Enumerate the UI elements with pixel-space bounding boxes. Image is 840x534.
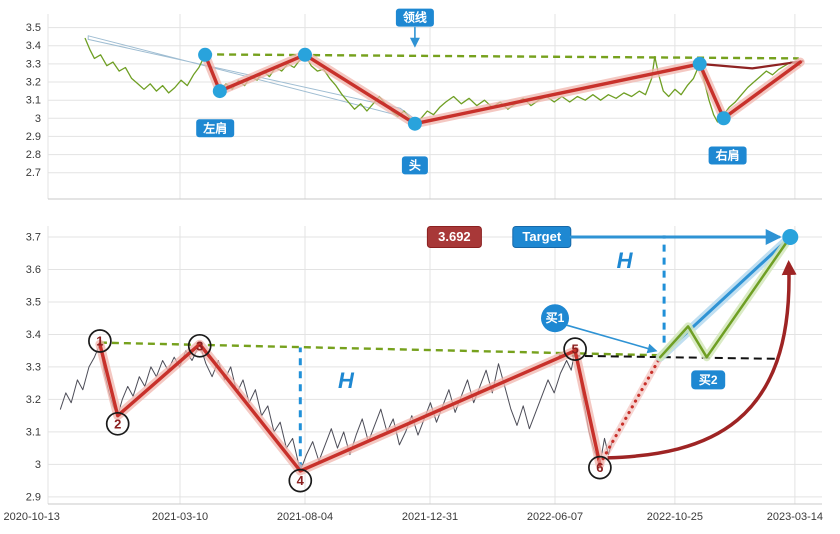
downtrend-wedge	[87, 35, 417, 121]
x-tick-label: 2021-03-10	[152, 511, 208, 523]
price-line	[59, 343, 613, 472]
y-tick-label: 3.3	[26, 58, 41, 70]
y-tick-label: 3.4	[26, 40, 41, 52]
y-tick-label: 3.1	[26, 426, 41, 438]
height-label-right: H	[617, 248, 634, 273]
pattern-zigzag-glow	[95, 339, 605, 476]
target-label-text: Target	[522, 229, 561, 244]
y-tick-label: 2.9	[26, 491, 41, 503]
y-tick-label: 3.4	[26, 329, 41, 341]
pivot-marker-circle	[187, 333, 212, 358]
pivot-marker-number: 4	[297, 473, 305, 488]
pivot-marker-circle	[288, 468, 313, 493]
x-tick-label: 2022-10-25	[647, 511, 703, 523]
pivot-marker-number: 6	[596, 460, 603, 475]
y-tick-label: 3.3	[26, 361, 41, 373]
height-label-left: H	[338, 368, 355, 393]
y-tick-label: 3.1	[26, 95, 41, 107]
label-head-text: 头	[409, 157, 421, 172]
pivot-dot	[198, 47, 213, 62]
buy1-badge	[541, 304, 569, 333]
y-tick-label: 3.2	[26, 394, 41, 406]
label-neckline-box	[395, 8, 434, 27]
label-left-shoulder-text: 左肩	[202, 120, 227, 135]
y-tick-label: 2.7	[26, 167, 41, 179]
y-tick-label: 3	[35, 113, 41, 125]
buy2-label-text: 买2	[699, 373, 718, 387]
label-right-shoulder-box	[708, 146, 747, 165]
x-tick-label: 2023-03-14	[767, 511, 823, 523]
buy1-arrow	[564, 323, 658, 354]
target-projection-chart: 3.7 3.6 3.5 3.4 3.3 3.2 3.1 3 2.9 2020-10-13 2021-…	[4, 226, 823, 523]
label-neckline-text: 领线	[403, 10, 427, 25]
y-tick-label: 3	[35, 459, 41, 471]
buy1-badge-text: 买1	[546, 311, 565, 325]
y-tick-label: 3.5	[26, 22, 41, 34]
right-maroon-line	[698, 60, 804, 70]
x-tick-label: 2022-06-07	[527, 511, 583, 523]
buy2-label-box	[691, 370, 726, 390]
pivot-marker-circle	[88, 329, 112, 353]
pivot-marker-circle	[105, 411, 130, 436]
pivot-marker-number: 1	[96, 334, 103, 349]
pivot-dot	[407, 116, 422, 131]
x-tick-label: 2020-10-13	[4, 511, 60, 523]
label-right-shoulder-text: 右肩	[715, 148, 740, 163]
target-price-label-text: 3.692	[438, 229, 471, 244]
pivot-marker-number: 2	[114, 416, 121, 431]
breakout-dotted	[598, 355, 662, 466]
label-left-shoulder-box	[196, 119, 235, 138]
breakout-level-dashed	[558, 354, 776, 360]
pivot-marker-number: 5	[571, 342, 578, 357]
pattern-zigzag	[98, 342, 602, 473]
y-tick-label: 3.7	[26, 232, 41, 244]
price-line	[84, 37, 801, 125]
pivot-marker-circle	[563, 337, 587, 361]
pivot-dot	[212, 84, 227, 99]
pivot-marker-circle	[588, 455, 612, 480]
pivot-marker-number: 3	[196, 338, 203, 353]
y-tick-label: 3.6	[26, 264, 41, 276]
pullback-zigzag	[658, 235, 792, 359]
pivot-dot	[298, 47, 312, 62]
pivot-dot	[716, 111, 731, 126]
projection-curve-arrow	[607, 260, 797, 460]
y-tick-label: 3.5	[26, 297, 41, 309]
label-head-box	[401, 156, 428, 175]
target-dot	[782, 229, 799, 245]
x-tick-label: 2021-12-31	[402, 511, 458, 523]
x-tick-label: 2021-08-04	[277, 511, 333, 523]
y-tick-label: 3.2	[26, 77, 41, 89]
target-price-label-box	[426, 226, 482, 248]
pivot-dot	[692, 56, 707, 71]
y-tick-label: 2.9	[26, 131, 41, 143]
y-tick-label: 2.8	[26, 149, 41, 161]
